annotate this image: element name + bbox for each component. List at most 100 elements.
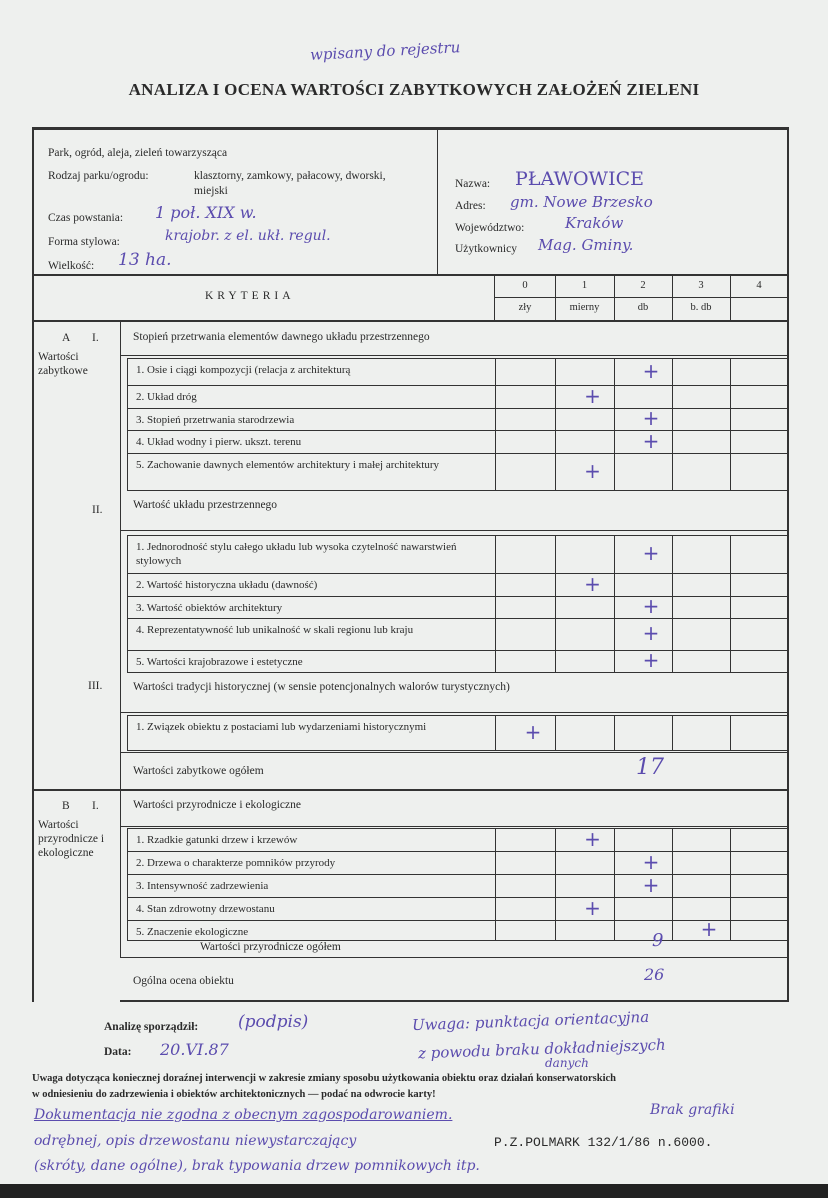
scale-label: b. db — [690, 302, 712, 313]
divider — [495, 874, 496, 897]
divider — [127, 650, 788, 651]
handwritten-remark-2: odrębnej, opis drzewostanu niewystarczaj… — [34, 1133, 357, 1149]
section-b-roman: I. — [92, 800, 99, 812]
divider — [127, 535, 128, 573]
divider — [495, 650, 496, 672]
divider — [127, 573, 128, 596]
created-label: Czas powstania: — [48, 212, 124, 224]
author-label: Analizę sporządził: — [104, 1021, 199, 1033]
criterion-label: 1. Osie i ciągi kompozycji (relacja z ar… — [136, 364, 351, 376]
divider — [495, 385, 496, 408]
divider — [127, 408, 128, 430]
divider — [614, 453, 615, 490]
scale-number: 0 — [522, 280, 528, 291]
author-signature: (podpis) — [238, 1012, 309, 1032]
scale-number: 3 — [698, 280, 704, 291]
address-value: gm. Nowe Brzesko — [510, 193, 653, 211]
heritage-total-label: Wartości zabytkowe ogółem — [133, 765, 264, 777]
divider — [672, 897, 673, 920]
score-mark: + — [584, 383, 601, 408]
voivodeship-label: Województwo: — [455, 222, 525, 234]
divider — [127, 618, 788, 619]
divider — [555, 650, 556, 672]
notice-text: Uwaga dotycząca koniecznej doraźnej inte… — [32, 1073, 616, 1084]
divider — [120, 355, 788, 356]
divider — [120, 790, 121, 958]
divider — [120, 1000, 788, 1002]
section-a-name: Wartości zabytkowe — [38, 351, 88, 377]
divider — [127, 851, 788, 852]
users-value: Mag. Gminy. — [538, 236, 634, 254]
divider — [127, 358, 128, 385]
divider — [730, 874, 731, 897]
divider — [127, 920, 128, 940]
handwritten-remark-3: (skróty, dane ogólne), brak typowania dr… — [34, 1158, 480, 1174]
notice-text-2: w odniesieniu do zadrzewienia i obiektów… — [32, 1089, 436, 1100]
divider — [672, 851, 673, 874]
handwritten-annotation: wpisany do rejestru — [309, 38, 461, 64]
divider — [495, 618, 496, 650]
users-label: Użytkownicy — [455, 243, 517, 255]
divider — [495, 596, 496, 618]
type-label: Park, ogród, aleja, zieleń towarzysząca — [48, 147, 228, 159]
criterion-label: 4. Stan zdrowotny drzewostanu — [136, 903, 275, 915]
divider — [555, 535, 556, 573]
divider — [555, 715, 556, 750]
divider — [127, 385, 128, 408]
divider — [555, 573, 556, 596]
divider — [555, 920, 556, 940]
score-mark: + — [584, 571, 601, 596]
divider — [614, 715, 615, 750]
divider — [495, 715, 496, 750]
divider — [555, 430, 556, 453]
nature-total-label: Wartości przyrodnicze ogółem — [200, 941, 341, 953]
divider — [614, 851, 615, 874]
divider — [127, 430, 128, 453]
criterion-label: 2. Wartość historyczna układu (dawność) — [136, 579, 318, 591]
divider — [555, 453, 556, 490]
divider — [127, 828, 788, 829]
divider — [672, 715, 673, 750]
divider — [127, 573, 788, 574]
score-mark: + — [584, 826, 601, 851]
divider — [127, 408, 788, 409]
score-mark: + — [642, 620, 660, 645]
score-mark: + — [700, 916, 718, 941]
divider — [127, 897, 128, 920]
scale-number: 1 — [581, 280, 588, 291]
divider — [127, 650, 128, 672]
divider — [127, 715, 788, 716]
divider — [614, 573, 615, 596]
score-mark: + — [642, 428, 660, 453]
score-mark: + — [642, 872, 660, 897]
handwritten-remark-1: Dokumentacja nie zgodna z obecnym zagosp… — [34, 1107, 453, 1123]
group-label: Wartości tradycji historycznej (w sensie… — [133, 681, 510, 693]
divider — [495, 430, 496, 453]
group-label: Wartość układu przestrzennego — [133, 499, 278, 511]
divider — [672, 276, 673, 320]
criterion-label: 1. Związek obiektu z postaciami lub wyda… — [136, 721, 427, 733]
criterion-label: 5. Zachowanie dawnych elementów architek… — [136, 459, 439, 471]
divider — [127, 920, 788, 921]
divider — [127, 385, 788, 386]
printer-imprint: P.Z.POLMARK 132/1/86 n.6000. — [494, 1135, 713, 1150]
note-line-3: danych — [545, 1056, 589, 1070]
divider — [730, 897, 731, 920]
date-label: Data: — [104, 1046, 132, 1058]
nature-total-value: 9 — [652, 930, 664, 951]
score-mark: + — [584, 895, 601, 920]
divider — [614, 535, 615, 573]
divider — [495, 573, 496, 596]
divider — [120, 752, 788, 753]
score-mark: + — [642, 405, 660, 430]
divider — [127, 596, 128, 618]
criterion-label: 1. Rzadkie gatunki drzew i krzewów — [136, 834, 298, 846]
divider — [495, 358, 496, 385]
section-a-letter: A — [62, 332, 71, 344]
page-title: ANALIZA I OCENA WARTOŚCI ZABYTKOWYCH ZAŁ… — [128, 80, 700, 99]
divider — [672, 920, 673, 940]
criteria-header: KRYTERIA — [205, 290, 295, 302]
criterion-label: 3. Wartość obiektów architektury — [136, 602, 283, 614]
divider — [614, 828, 615, 851]
score-mark: + — [642, 540, 660, 565]
